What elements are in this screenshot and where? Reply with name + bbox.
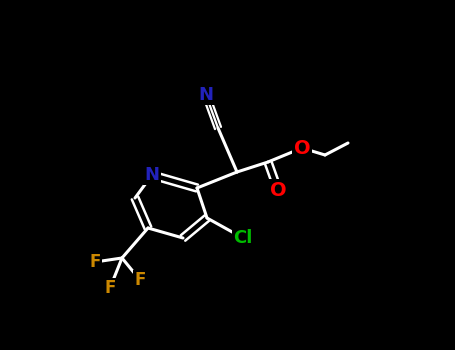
- Text: N: N: [198, 86, 213, 104]
- Text: O: O: [293, 139, 310, 158]
- Text: F: F: [104, 279, 116, 297]
- Text: F: F: [134, 271, 146, 289]
- Text: N: N: [145, 166, 160, 184]
- Text: Cl: Cl: [233, 229, 253, 247]
- Text: F: F: [89, 253, 101, 271]
- Text: O: O: [270, 181, 286, 199]
